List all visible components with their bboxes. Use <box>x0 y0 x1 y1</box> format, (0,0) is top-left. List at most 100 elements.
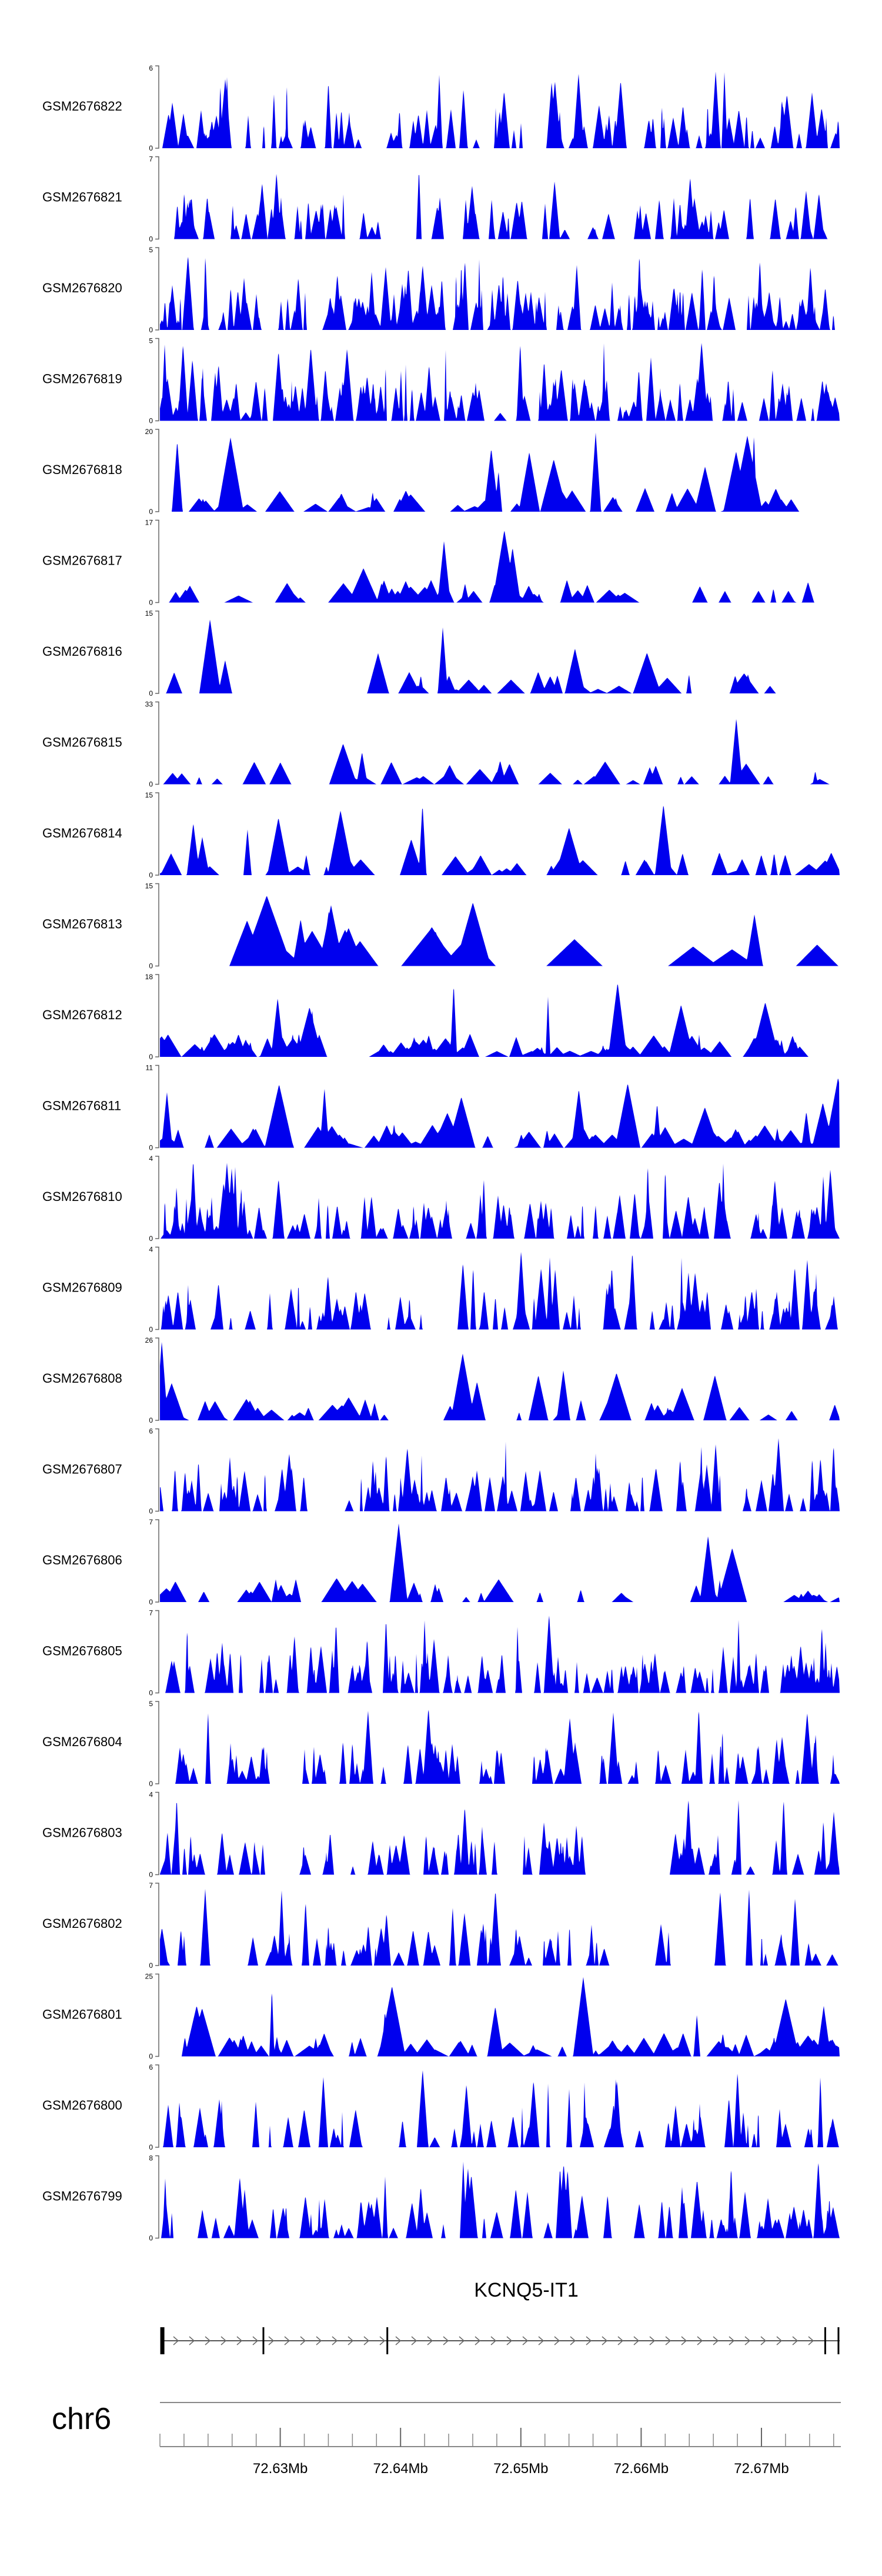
chromosome-label: chr6 <box>52 2402 111 2436</box>
track-signal-area <box>160 1252 840 1330</box>
track-signal-area <box>160 343 840 421</box>
track-ymax-label: 15 <box>145 609 153 618</box>
track-signal-area <box>160 1163 840 1239</box>
track-y-axis <box>155 2064 159 2148</box>
track-label: GSM2676804 <box>42 1734 122 1749</box>
strand-arrow <box>427 2336 433 2345</box>
track-label: GSM2676819 <box>42 372 122 386</box>
track-y-axis <box>155 338 159 422</box>
track-ymax-label: 17 <box>145 519 153 527</box>
track-GSM2676811: GSM2676811 11 0 <box>42 1064 840 1152</box>
track-ymax-label: 11 <box>146 1064 153 1072</box>
track-ymin-label: 0 <box>149 1598 153 1606</box>
track-y-axis <box>155 65 159 149</box>
track-GSM2676806: GSM2676806 7 0 <box>42 1518 840 1606</box>
track-y-axis <box>155 2155 159 2239</box>
track-ymin-label: 0 <box>149 599 153 607</box>
track-signal-area <box>160 1710 840 1784</box>
strand-arrow <box>236 2336 243 2345</box>
track-signal-area <box>160 530 840 603</box>
track-ymax-label: 6 <box>149 64 153 72</box>
track-ymax-label: 15 <box>145 882 153 890</box>
track-y-axis <box>155 247 159 331</box>
strand-arrow <box>475 2336 481 2345</box>
track-y-axis <box>155 1973 159 2057</box>
track-ymin-label: 0 <box>149 1144 153 1152</box>
track-GSM2676801: GSM2676801 25 0 <box>42 1973 840 2061</box>
track-label: GSM2676812 <box>42 1007 122 1022</box>
strand-direction-arrows <box>173 2336 814 2345</box>
track-ymax-label: 18 <box>145 973 153 981</box>
strand-arrow <box>776 2336 783 2345</box>
track-GSM2676803: GSM2676803 4 0 <box>42 1791 840 1879</box>
signal-tracks: GSM267682260GSM267682170GSM267682050GSM2… <box>42 64 840 2243</box>
chromosome-axis: chr6 72.63Mb 72.64Mb 72.65Mb 72.66Mb 72.67Mb <box>52 2402 841 2477</box>
track-label: GSM2676821 <box>42 190 122 205</box>
major-tick-label: 72.63Mb <box>253 2461 308 2477</box>
track-ymax-label: 33 <box>145 700 153 709</box>
track-label: GSM2676820 <box>42 281 122 295</box>
track-GSM2676822: GSM2676822 6 0 <box>42 64 840 152</box>
track-signal-area <box>160 896 840 966</box>
track-label: GSM2676802 <box>42 1916 122 1931</box>
track-ymax-label: 7 <box>149 1881 153 1890</box>
strand-arrow <box>379 2336 386 2345</box>
track-signal-area <box>160 432 840 512</box>
track-signal-area <box>160 71 840 148</box>
track-ymin-label: 0 <box>149 1234 153 1243</box>
track-signal-area <box>160 2161 840 2238</box>
track-ymax-label: 26 <box>145 1336 153 1344</box>
track-y-axis <box>155 1156 159 1239</box>
track-label: GSM2676817 <box>42 553 122 568</box>
track-ymin-label: 0 <box>149 417 153 425</box>
track-label: GSM2676822 <box>42 99 122 114</box>
track-ymax-label: 5 <box>149 246 153 254</box>
major-tick-label: 72.67Mb <box>734 2461 789 2477</box>
gene-annotation-track: KCNQ5-IT1 <box>160 2279 840 2354</box>
track-GSM2676800: GSM2676800 6 0 <box>42 2063 840 2151</box>
track-label: GSM2676813 <box>42 917 122 932</box>
track-ymin-label: 0 <box>149 144 153 152</box>
track-ymax-label: 7 <box>149 1609 153 1617</box>
track-ymax-label: 4 <box>149 1154 153 1163</box>
track-ymin-label: 0 <box>149 1326 153 1334</box>
track-y-axis <box>155 701 159 785</box>
track-GSM2676814: GSM2676814 15 0 <box>42 791 840 879</box>
strand-arrow <box>729 2336 735 2345</box>
track-ymin-label: 0 <box>149 508 153 516</box>
track-y-axis <box>155 1065 159 1149</box>
strand-arrow <box>808 2336 814 2345</box>
track-GSM2676802: GSM2676802 7 0 <box>42 1881 840 1970</box>
track-label: GSM2676807 <box>42 1462 122 1477</box>
strand-arrow <box>348 2336 354 2345</box>
track-ymin-label: 0 <box>149 1871 153 1879</box>
track-GSM2676813: GSM2676813 15 0 <box>42 882 840 970</box>
track-ymin-label: 0 <box>149 2234 153 2243</box>
strand-arrow <box>506 2336 513 2345</box>
track-GSM2676808: GSM2676808 26 0 <box>42 1336 840 1424</box>
strand-arrow <box>459 2336 465 2345</box>
track-y-axis <box>155 519 159 603</box>
axis-ticks: 72.63Mb 72.64Mb 72.65Mb 72.66Mb 72.67Mb <box>159 2428 834 2477</box>
strand-arrow <box>792 2336 799 2345</box>
strand-arrow <box>554 2336 560 2345</box>
track-GSM2676821: GSM2676821 7 0 <box>42 155 840 243</box>
strand-arrow <box>681 2336 687 2345</box>
track-ymax-label: 15 <box>145 791 153 799</box>
track-y-axis <box>155 1883 159 1966</box>
strand-arrow <box>443 2336 449 2345</box>
track-ymin-label: 0 <box>149 326 153 334</box>
track-label: GSM2676815 <box>42 735 122 750</box>
track-ymin-label: 0 <box>149 2053 153 2061</box>
strand-arrow <box>173 2336 179 2345</box>
major-tick-label: 72.66Mb <box>614 2461 669 2477</box>
strand-arrow <box>332 2336 338 2345</box>
track-y-axis <box>155 1701 159 1784</box>
track-label: GSM2676808 <box>42 1371 122 1386</box>
strand-arrow <box>522 2336 529 2345</box>
track-GSM2676817: GSM2676817 17 0 <box>42 519 840 607</box>
track-ymin-label: 0 <box>149 1507 153 1516</box>
strand-arrow <box>300 2336 306 2345</box>
track-signal-area <box>160 2070 840 2147</box>
